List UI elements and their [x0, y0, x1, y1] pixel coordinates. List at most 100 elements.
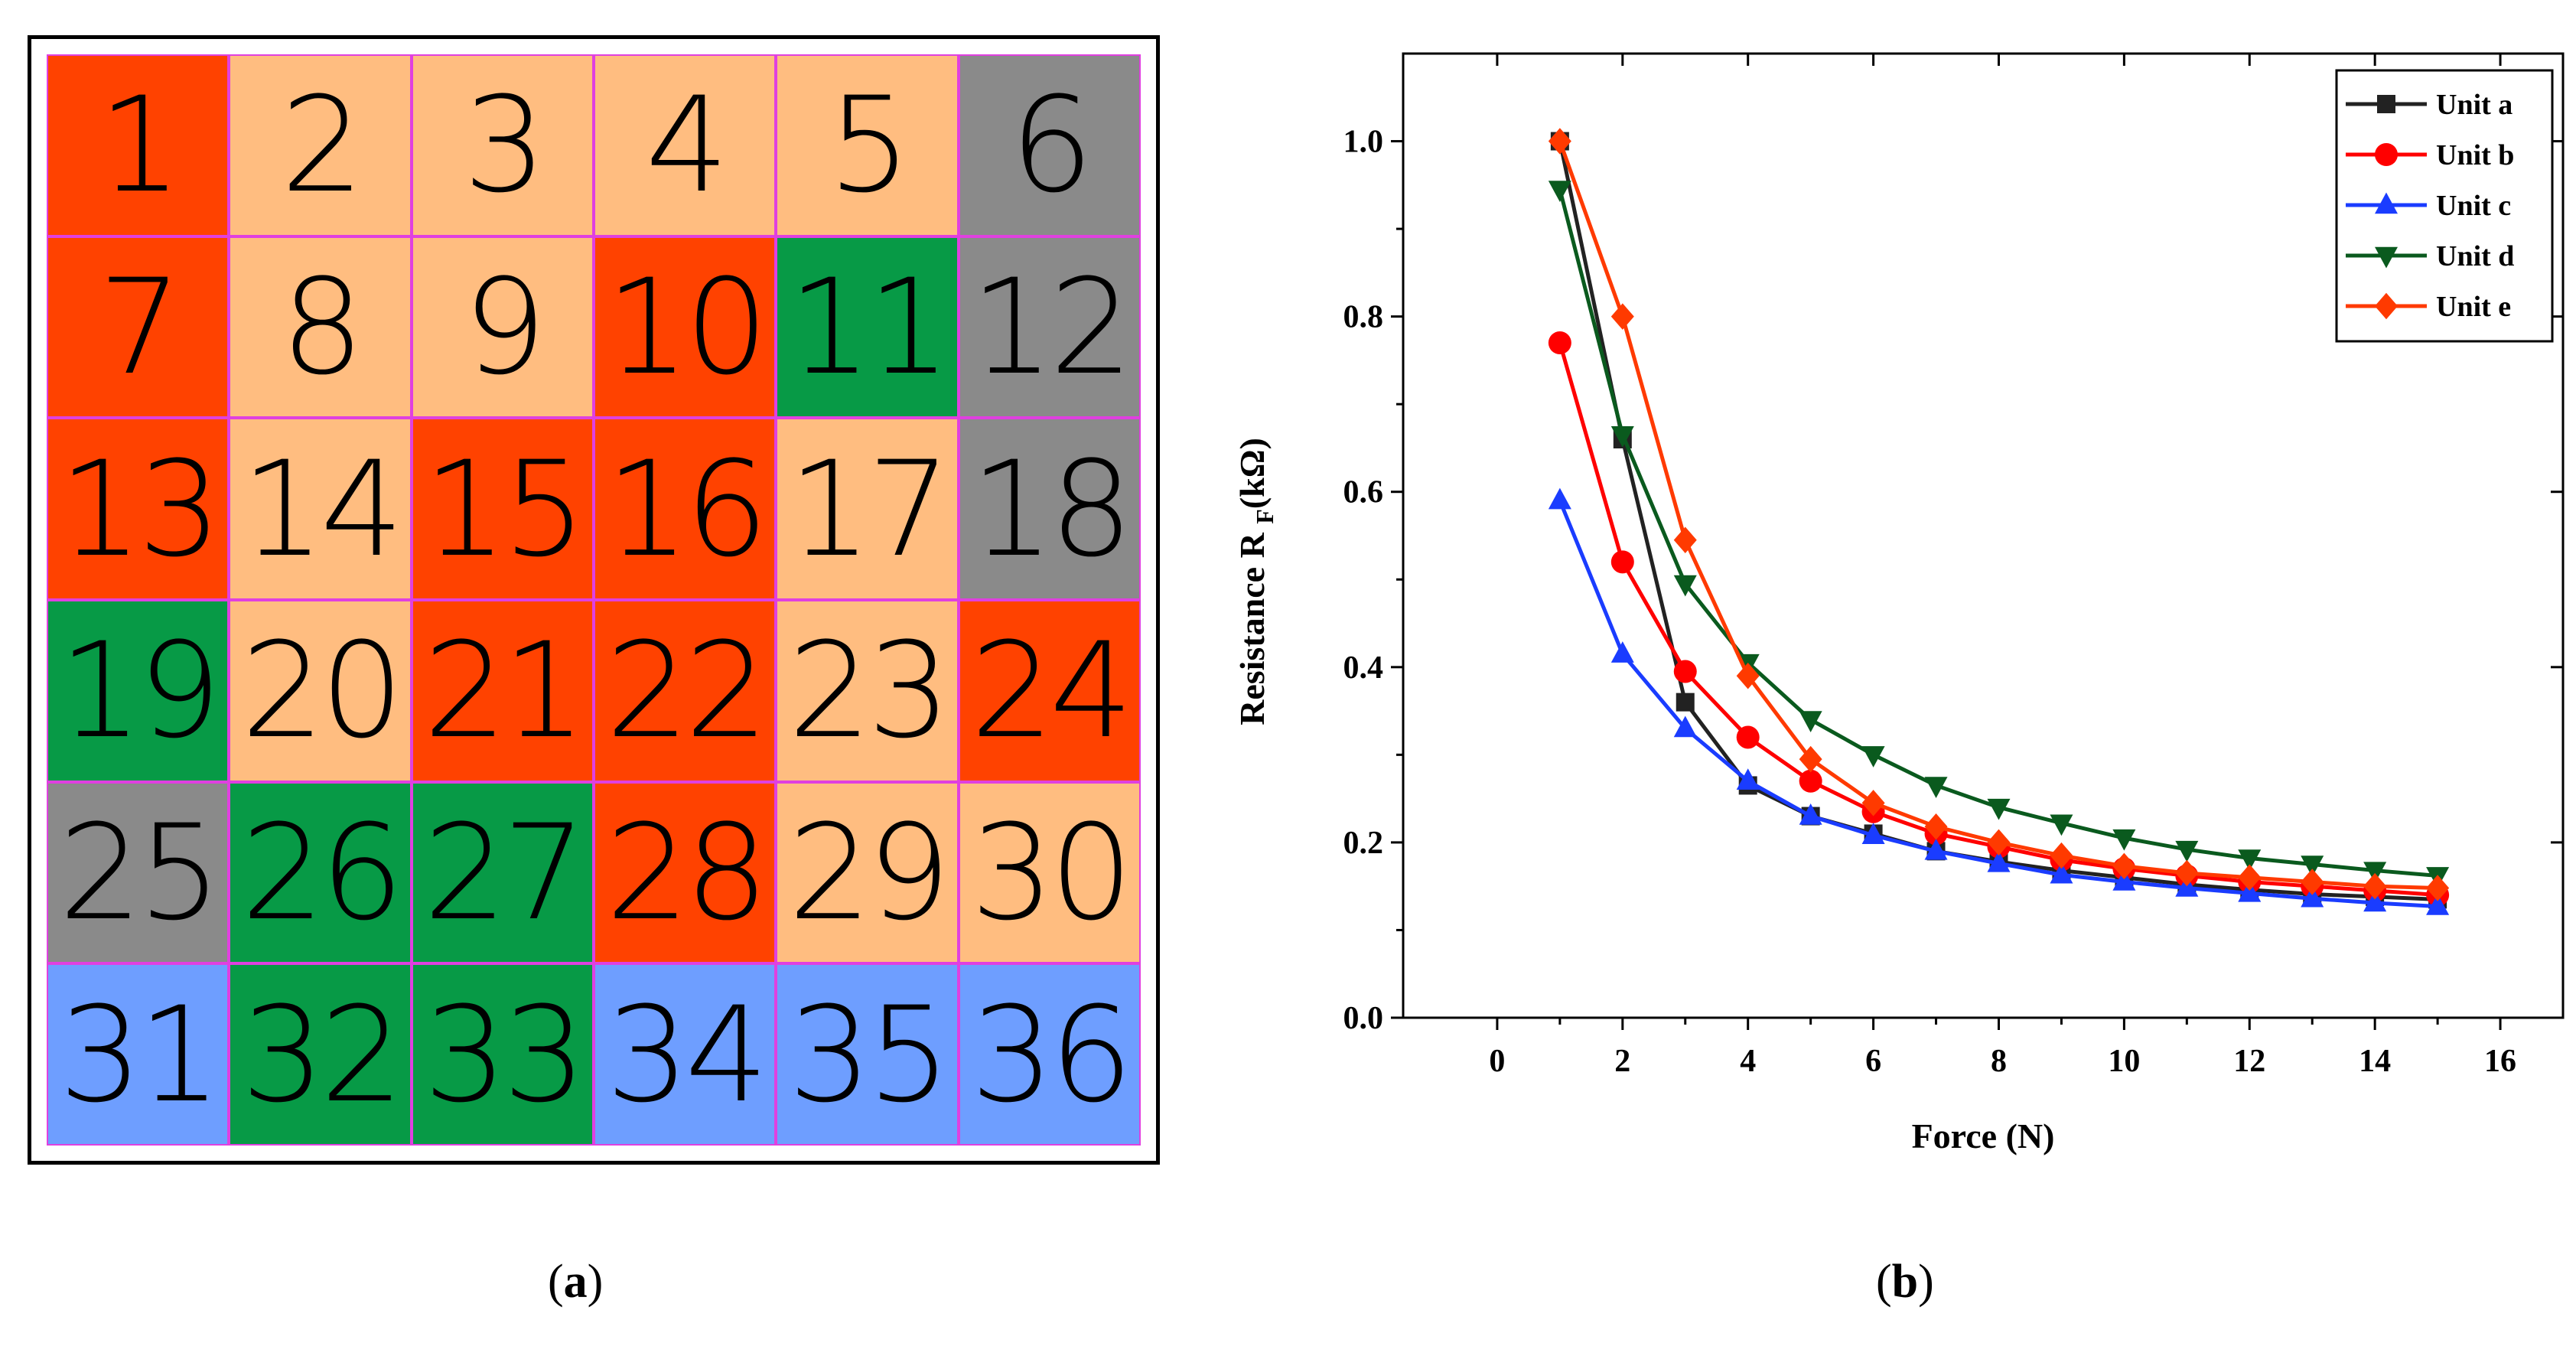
- series-unit-c: [1548, 487, 2450, 915]
- grid-cell-24: 24: [958, 600, 1141, 782]
- series-unit-a: [1550, 132, 2447, 909]
- data-point: [1799, 745, 1822, 773]
- data-point: [1676, 693, 1695, 712]
- panel-b-caption: (b): [1876, 1255, 1934, 1309]
- grid-cell-6: 6: [958, 54, 1141, 236]
- data-point: [1548, 181, 1571, 203]
- data-point: [1610, 550, 1634, 574]
- y-tick-label: 0.4: [1343, 650, 1384, 686]
- legend-label: Unit b: [2436, 139, 2514, 171]
- legend-label: Unit e: [2436, 291, 2511, 323]
- grid-cell-21: 21: [411, 600, 594, 782]
- grid-cell-15: 15: [411, 418, 594, 600]
- legend-label: Unit a: [2436, 89, 2512, 121]
- data-point: [2363, 862, 2387, 884]
- data-point: [1610, 641, 1634, 663]
- data-point: [1924, 813, 1948, 840]
- data-point: [1736, 725, 1760, 749]
- y-tick-label: 0.8: [1343, 300, 1384, 335]
- data-point: [1861, 746, 1885, 768]
- series-unit-e: [1548, 128, 2450, 901]
- x-tick-label: 2: [1614, 1044, 1630, 1079]
- caption-letter: a: [563, 1256, 588, 1308]
- data-point: [1924, 777, 1948, 798]
- data-point: [2301, 869, 2324, 895]
- grid-cell-22: 22: [593, 600, 777, 782]
- grid-cell-4: 4: [593, 54, 777, 236]
- data-point: [2301, 856, 2324, 878]
- grid-cell-11: 11: [776, 236, 959, 419]
- data-point: [1736, 663, 1760, 689]
- data-point: [1610, 426, 1634, 448]
- legend-label: Unit c: [2436, 190, 2511, 222]
- data-point: [1673, 660, 1697, 683]
- chart-legend: Unit a Unit b Unit c Unit d Unit e: [2335, 69, 2554, 343]
- data-point: [1861, 790, 1885, 816]
- data-point: [2238, 849, 2262, 872]
- y-axis-label-subscript: F: [1251, 509, 1278, 524]
- caption-paren-open: (: [1876, 1256, 1892, 1308]
- series-line: [1558, 140, 2438, 890]
- legend-item: Unit e: [2346, 291, 2511, 323]
- grid-cell-33: 33: [411, 963, 594, 1146]
- chart-axes: 0 2 4 6 8 10 12 14 16 0.0 0.2 0.4 0.6 0.8 1.0: [1343, 52, 2565, 1079]
- data-point: [2050, 842, 2073, 869]
- grid-cell-34: 34: [593, 963, 777, 1146]
- data-point: [2238, 880, 2262, 902]
- grid-cell-28: 28: [593, 781, 777, 964]
- data-point: [1861, 823, 1885, 844]
- chart-series: [1548, 128, 2450, 915]
- data-point: [2112, 852, 2136, 880]
- grid-cell-25: 25: [47, 781, 230, 964]
- series-unit-b: [1548, 331, 2450, 907]
- caption-paren-close: ): [1918, 1256, 1934, 1308]
- legend-marker: [2375, 143, 2398, 166]
- grid-cell-5: 5: [776, 54, 959, 236]
- y-tick-label: 0.6: [1343, 475, 1384, 510]
- grid-cell-27: 27: [411, 781, 594, 964]
- grid-cell-35: 35: [776, 963, 959, 1146]
- data-point: [1610, 303, 1634, 330]
- grid-cell-18: 18: [958, 418, 1141, 600]
- data-point: [2238, 864, 2262, 891]
- plot-frame: [1402, 52, 2565, 1019]
- data-point: [1673, 715, 1697, 738]
- legend-marker: [2377, 95, 2395, 113]
- y-tick-label: 0.2: [1343, 826, 1384, 861]
- x-tick-label: 6: [1865, 1044, 1881, 1079]
- grid-cell-30: 30: [958, 781, 1141, 964]
- caption-paren-open: (: [548, 1256, 564, 1308]
- data-point: [2175, 840, 2199, 862]
- x-tick-label: 14: [2359, 1044, 2391, 1079]
- legend-item: Unit d: [2346, 240, 2514, 272]
- data-point: [1799, 769, 1822, 793]
- x-tick-label: 16: [2484, 1044, 2516, 1079]
- data-point: [1924, 838, 1948, 860]
- legend-item: Unit c: [2346, 190, 2511, 222]
- y-axis-label-main: Resistance R: [1233, 524, 1272, 725]
- data-point: [2301, 885, 2324, 908]
- data-point: [2363, 872, 2387, 900]
- data-point: [1736, 768, 1760, 790]
- color-grid-panel: 1 2 3 4 5 6 7 8 9 10 11 12 13 14 15 16 17 18 19 20 21 22 23 24 2…: [28, 35, 1160, 1165]
- grid-cell-19: 19: [47, 600, 230, 782]
- y-tick-label: 0.0: [1343, 1001, 1384, 1036]
- data-point: [2426, 894, 2450, 915]
- data-point: [2112, 829, 2136, 851]
- grid-cell-10: 10: [593, 236, 777, 419]
- legend-marker: [2375, 292, 2398, 320]
- legend-item: Unit b: [2346, 139, 2514, 171]
- grid-cell-32: 32: [229, 963, 412, 1146]
- x-axis-label: Force (N): [1912, 1116, 2055, 1155]
- grid-cell-13: 13: [47, 418, 230, 600]
- data-point: [1673, 575, 1697, 597]
- legend-item: Unit a: [2346, 89, 2512, 121]
- data-point: [1799, 711, 1822, 733]
- series-line: [1558, 188, 2438, 878]
- grid-cell-9: 9: [411, 236, 594, 419]
- grid-cell-36: 36: [958, 963, 1141, 1146]
- x-tick-label: 12: [2233, 1044, 2265, 1079]
- y-axis-label-unit: (kΩ): [1233, 438, 1272, 509]
- x-tick-label: 8: [1991, 1044, 2007, 1079]
- grid-cell-8: 8: [229, 236, 412, 419]
